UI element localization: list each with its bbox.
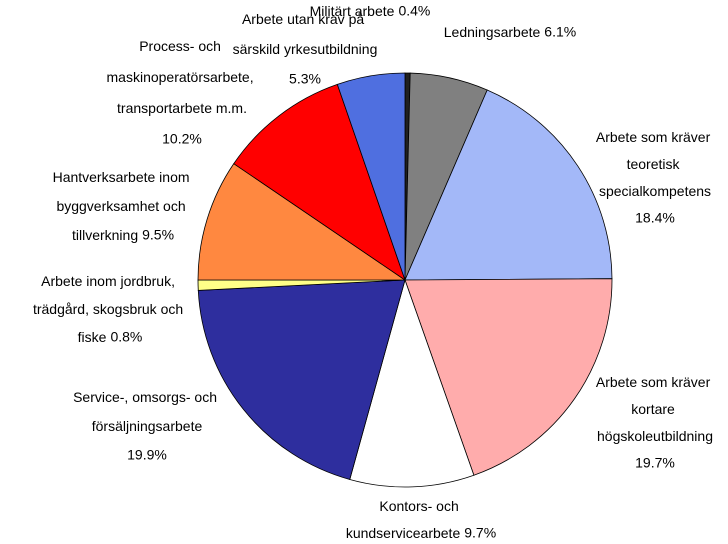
pie-slice <box>404 89 613 281</box>
label-line: Arbete som kräver <box>596 129 714 145</box>
pie-slice <box>197 279 406 480</box>
pie-slice <box>336 72 406 281</box>
slice-label: Hantverksarbete inom byggverksamhet och … <box>53 169 194 243</box>
slice-label: Arbete utan krav på särskild yrkesutbild… <box>233 11 378 57</box>
pie-slice <box>197 163 407 281</box>
label-line: Arbete som kräver <box>596 374 714 390</box>
slice-label: Service-, omsorgs- och försäljningsarbet… <box>73 389 221 434</box>
label-line: byggverksamhet och <box>56 198 189 214</box>
label-line: Service-, omsorgs- och <box>73 389 221 405</box>
slice-value-label: 19.9% <box>127 447 167 463</box>
slice-label: Arbete som kräver kortare högskoleutbild… <box>596 374 714 444</box>
label-line: Arbete utan krav på <box>242 11 368 27</box>
label-line: försäljningsarbete <box>92 418 203 434</box>
pie-slice <box>349 278 475 488</box>
slice-value-label: 0.4% <box>398 3 430 19</box>
label-line: trädgård, skogsbruk och <box>33 301 187 317</box>
slice-label: Ledningsarbete <box>444 24 541 40</box>
label-line: Hantverksarbete inom <box>53 169 194 185</box>
label-line: specialkompetens <box>599 183 711 199</box>
label-line: maskinoperatörsarbete, <box>107 69 258 85</box>
slice-value-label: 0.8% <box>110 329 142 345</box>
slice-label: Militärt arbete <box>310 3 395 19</box>
slice-value-label: 19.7% <box>635 455 675 471</box>
label-line: Militärt arbete <box>310 3 395 19</box>
label-line: Process- och <box>139 38 225 54</box>
slice-label: Arbete som kräver teoretisk specialkompe… <box>596 129 714 199</box>
slice-value-label: 9.5% <box>142 227 174 243</box>
slice-value-label: 6.1% <box>544 24 576 40</box>
label-line: högskoleutbildning <box>597 428 713 444</box>
label-line: teoretisk <box>627 156 684 172</box>
label-line: tillverkning <box>72 227 138 243</box>
label-line: kundservicearbete <box>346 525 461 541</box>
slice-value-label: 9.7% <box>464 525 496 541</box>
label-line: kortare <box>631 401 678 417</box>
label-line: fiske <box>78 329 107 345</box>
slice-value-label: 10.2% <box>162 131 202 147</box>
slice-label: Kontors- och kundservicearbete <box>346 498 463 541</box>
label-line: transportarbete m.m. <box>117 100 247 116</box>
slice-value-label: 5.3% <box>289 71 321 87</box>
label-line: särskild yrkesutbildning <box>233 41 378 57</box>
slice-value-label: 18.4% <box>635 210 675 226</box>
label-line: Arbete inom jordbruk, <box>41 273 179 289</box>
label-line: Kontors- och <box>379 498 462 514</box>
pie-slice <box>233 83 406 282</box>
slice-label: Process- och maskinoperatörsarbete, tran… <box>107 38 258 116</box>
label-line: Ledningsarbete <box>444 24 541 40</box>
slice-label: Arbete inom jordbruk, trädgård, skogsbru… <box>33 273 187 345</box>
